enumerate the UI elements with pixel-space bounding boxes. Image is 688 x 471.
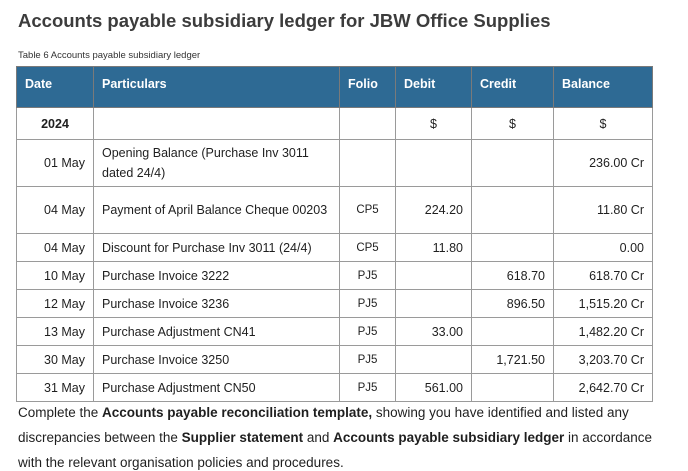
row-folio: PJ5 <box>339 261 396 290</box>
row-particulars: Purchase Invoice 3236 <box>93 289 340 318</box>
table-row: 12 May Purchase Invoice 3236 PJ5 896.50 … <box>16 289 653 318</box>
row-folio: PJ5 <box>339 317 396 346</box>
row-date: 30 May <box>16 345 94 374</box>
row-particulars: Purchase Invoice 3250 <box>93 345 340 374</box>
table-caption: Table 6 Accounts payable subsidiary ledg… <box>18 50 201 61</box>
row-debit <box>395 345 472 374</box>
instruction-text: in accordance with the relevant organisa… <box>18 430 653 470</box>
header-date: Date <box>16 66 94 108</box>
header-particulars: Particulars <box>93 66 340 108</box>
balance-unit: $ <box>553 107 653 140</box>
row-folio: CP5 <box>339 186 396 234</box>
row-folio: PJ5 <box>339 373 396 402</box>
row-date: 01 May <box>16 139 94 187</box>
header-balance: Balance <box>553 66 653 108</box>
year-row: 2024 $ $ $ <box>16 107 653 140</box>
instruction-text: and <box>303 430 334 445</box>
row-date: 31 May <box>16 373 94 402</box>
row-balance: 0.00 <box>553 233 653 262</box>
table-header-row: Date Particulars Folio Debit Credit Bala… <box>16 66 653 108</box>
table-row: 01 May Opening Balance (Purchase Inv 301… <box>16 139 653 187</box>
row-date: 10 May <box>16 261 94 290</box>
row-credit: 618.70 <box>471 261 554 290</box>
row-balance: 11.80 Cr <box>553 186 653 234</box>
header-folio: Folio <box>339 66 396 108</box>
row-balance: 1,515.20 Cr <box>553 289 653 318</box>
instruction-text: showing you have identified and listed a… <box>18 405 629 445</box>
row-credit <box>471 373 554 402</box>
empty-cell <box>339 107 396 140</box>
row-debit: 11.80 <box>395 233 472 262</box>
row-folio: PJ5 <box>339 345 396 374</box>
header-credit: Credit <box>471 66 554 108</box>
credit-unit: $ <box>471 107 554 140</box>
row-balance: 3,203.70 Cr <box>553 345 653 374</box>
instruction-text: Complete the <box>18 405 103 420</box>
row-particulars: Payment of April Balance Cheque 00203 <box>93 186 340 234</box>
row-credit <box>471 139 554 187</box>
row-folio: PJ5 <box>339 289 396 318</box>
instruction-paragraph: Complete the Accounts payable reconcilia… <box>18 400 658 471</box>
row-folio: CP5 <box>339 233 396 262</box>
row-debit <box>395 261 472 290</box>
table-row: 31 May Purchase Adjustment CN50 PJ5 561.… <box>16 373 653 402</box>
table-row: 13 May Purchase Adjustment CN41 PJ5 33.0… <box>16 317 653 346</box>
row-credit: 1,721.50 <box>471 345 554 374</box>
row-debit: 224.20 <box>395 186 472 234</box>
header-debit: Debit <box>395 66 472 108</box>
row-balance: 236.00 Cr <box>553 139 653 187</box>
row-particulars: Purchase Invoice 3222 <box>93 261 340 290</box>
table-row: 30 May Purchase Invoice 3250 PJ5 1,721.5… <box>16 345 653 374</box>
row-debit <box>395 289 472 318</box>
row-balance: 2,642.70 Cr <box>553 373 653 402</box>
row-particulars: Purchase Adjustment CN50 <box>93 373 340 402</box>
row-debit: 561.00 <box>395 373 472 402</box>
debit-unit: $ <box>395 107 472 140</box>
row-credit <box>471 186 554 234</box>
row-balance: 1,482.20 Cr <box>553 317 653 346</box>
row-date: 12 May <box>16 289 94 318</box>
row-balance: 618.70 Cr <box>553 261 653 290</box>
row-folio <box>339 139 396 187</box>
row-date: 04 May <box>16 186 94 234</box>
row-credit <box>471 317 554 346</box>
empty-cell <box>93 107 340 140</box>
year-cell: 2024 <box>16 107 94 140</box>
row-debit: 33.00 <box>395 317 472 346</box>
row-debit <box>395 139 472 187</box>
row-date: 13 May <box>16 317 94 346</box>
row-date: 04 May <box>16 233 94 262</box>
row-credit: 896.50 <box>471 289 554 318</box>
table-row: 04 May Payment of April Balance Cheque 0… <box>16 186 653 234</box>
row-particulars: Opening Balance (Purchase Inv 3011 dated… <box>93 139 340 187</box>
ledger-table: Date Particulars Folio Debit Credit Bala… <box>16 66 653 402</box>
row-credit <box>471 233 554 262</box>
table-row: 10 May Purchase Invoice 3222 PJ5 618.70 … <box>16 261 653 290</box>
document-title: Accounts payable subsidiary ledger for J… <box>18 10 551 31</box>
row-particulars: Discount for Purchase Inv 3011 (24/4) <box>93 233 340 262</box>
row-particulars: Purchase Adjustment CN41 <box>93 317 340 346</box>
table-row: 04 May Discount for Purchase Inv 3011 (2… <box>16 233 653 262</box>
instruction-emphasis: Accounts payable reconciliation template… <box>102 405 373 420</box>
instruction-emphasis: Supplier statement <box>181 430 304 445</box>
instruction-emphasis: Accounts payable subsidiary ledger <box>333 430 565 445</box>
